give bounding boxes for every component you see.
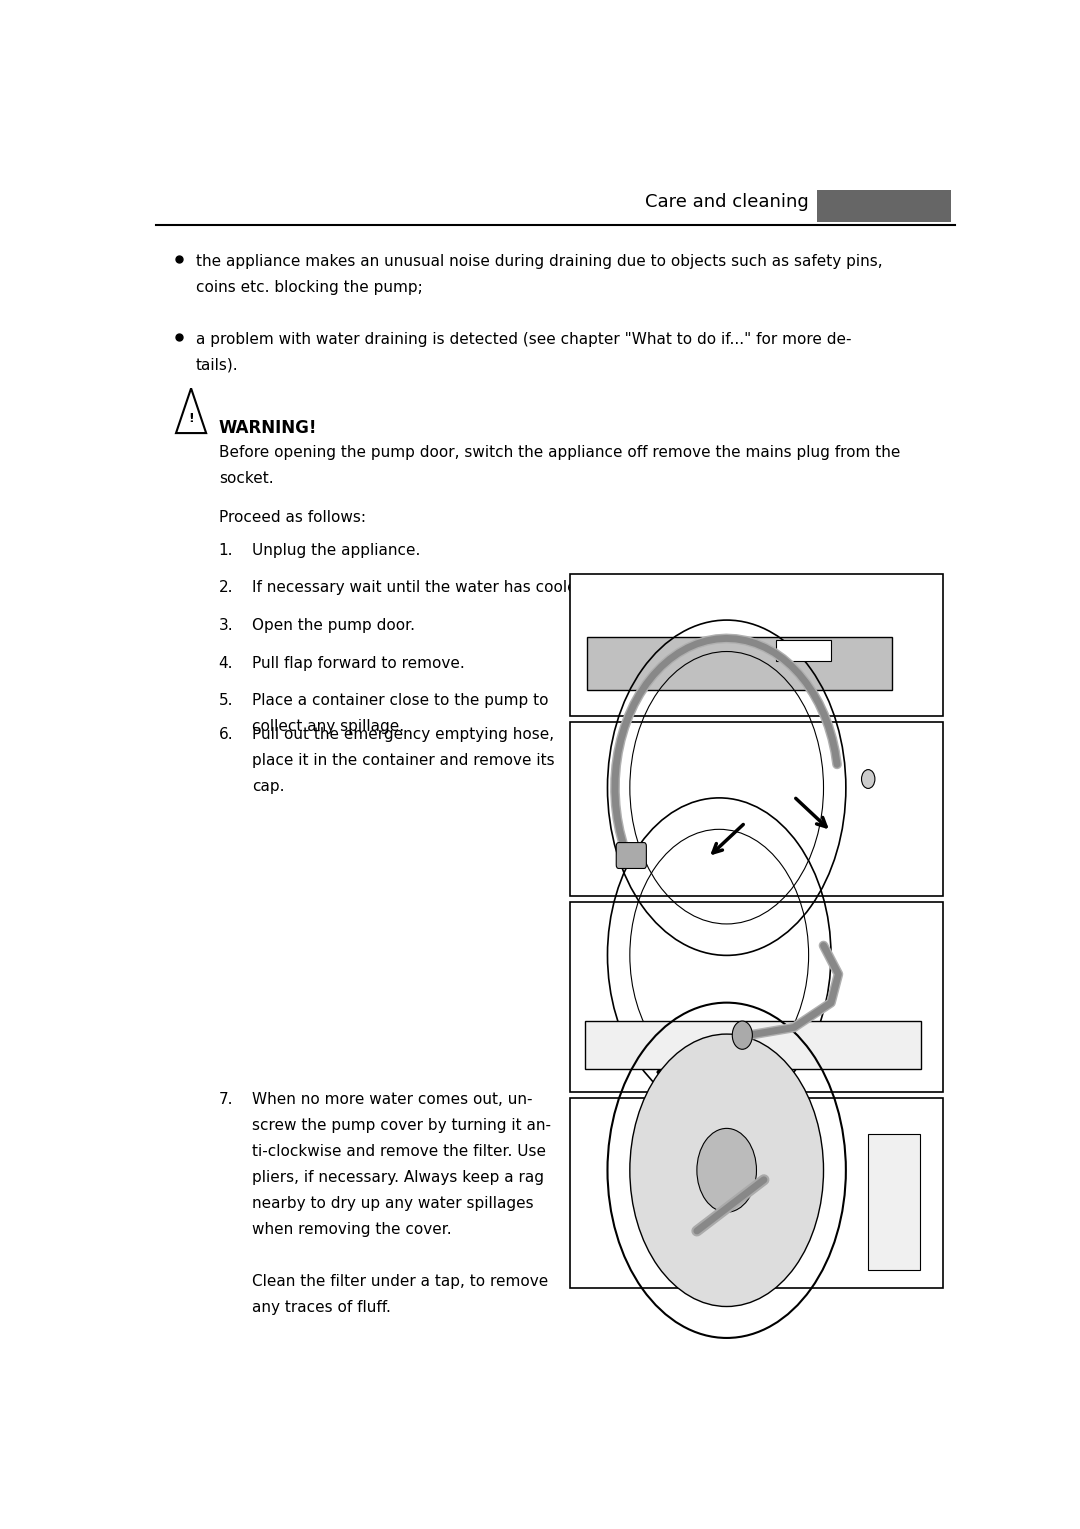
Text: collect any spillage.: collect any spillage. xyxy=(253,719,404,734)
Text: 7.: 7. xyxy=(218,1092,233,1107)
Text: Clean the filter under a tap, to remove: Clean the filter under a tap, to remove xyxy=(253,1274,549,1289)
Circle shape xyxy=(697,1128,756,1212)
FancyBboxPatch shape xyxy=(617,842,646,868)
Circle shape xyxy=(862,769,875,789)
FancyBboxPatch shape xyxy=(585,1021,920,1069)
Text: 23: 23 xyxy=(869,194,899,214)
Text: ti-clockwise and remove the filter. Use: ti-clockwise and remove the filter. Use xyxy=(253,1144,546,1159)
Text: When no more water comes out, un-: When no more water comes out, un- xyxy=(253,1092,532,1107)
Circle shape xyxy=(630,1034,824,1306)
Text: !: ! xyxy=(188,411,194,425)
FancyBboxPatch shape xyxy=(570,722,943,896)
Text: 5.: 5. xyxy=(218,693,233,708)
Text: tails).: tails). xyxy=(197,358,239,373)
Text: Care and cleaning: Care and cleaning xyxy=(645,193,809,211)
Text: nearby to dry up any water spillages: nearby to dry up any water spillages xyxy=(253,1196,534,1211)
Text: 4.: 4. xyxy=(218,656,233,671)
Text: place it in the container and remove its: place it in the container and remove its xyxy=(253,754,555,768)
Text: when removing the cover.: when removing the cover. xyxy=(253,1222,451,1237)
Text: the appliance makes an unusual noise during draining due to objects such as safe: the appliance makes an unusual noise dur… xyxy=(197,254,882,269)
Circle shape xyxy=(732,1021,753,1049)
Text: WARNING!: WARNING! xyxy=(218,419,318,437)
Text: coins etc. blocking the pump;: coins etc. blocking the pump; xyxy=(197,280,423,295)
FancyBboxPatch shape xyxy=(777,641,832,661)
FancyBboxPatch shape xyxy=(570,575,943,716)
Text: 3.: 3. xyxy=(218,618,233,633)
FancyBboxPatch shape xyxy=(818,190,951,222)
Text: a problem with water draining is detected (see chapter "What to do if..." for mo: a problem with water draining is detecte… xyxy=(197,332,852,347)
Text: If necessary wait until the water has cooled down.: If necessary wait until the water has co… xyxy=(253,579,637,595)
Text: 6.: 6. xyxy=(218,728,233,743)
Text: any traces of fluff.: any traces of fluff. xyxy=(253,1300,391,1315)
Text: pliers, if necessary. Always keep a rag: pliers, if necessary. Always keep a rag xyxy=(253,1170,544,1185)
Text: Place a container close to the pump to: Place a container close to the pump to xyxy=(253,693,549,708)
Text: 2.: 2. xyxy=(218,579,233,595)
Text: Pull flap forward to remove.: Pull flap forward to remove. xyxy=(253,656,464,671)
FancyBboxPatch shape xyxy=(868,1133,920,1271)
Text: Unplug the appliance.: Unplug the appliance. xyxy=(253,543,420,558)
FancyBboxPatch shape xyxy=(570,1098,943,1287)
Text: 1.: 1. xyxy=(218,543,233,558)
Text: cap.: cap. xyxy=(253,780,285,794)
Text: Open the pump door.: Open the pump door. xyxy=(253,618,415,633)
Text: Pull out the emergency emptying hose,: Pull out the emergency emptying hose, xyxy=(253,728,554,743)
Text: Before opening the pump door, switch the appliance off remove the mains plug fro: Before opening the pump door, switch the… xyxy=(218,445,900,460)
FancyBboxPatch shape xyxy=(570,902,943,1092)
Text: socket.: socket. xyxy=(218,471,273,486)
Text: Proceed as follows:: Proceed as follows: xyxy=(218,509,366,524)
Text: screw the pump cover by turning it an-: screw the pump cover by turning it an- xyxy=(253,1118,551,1133)
FancyBboxPatch shape xyxy=(588,636,892,690)
